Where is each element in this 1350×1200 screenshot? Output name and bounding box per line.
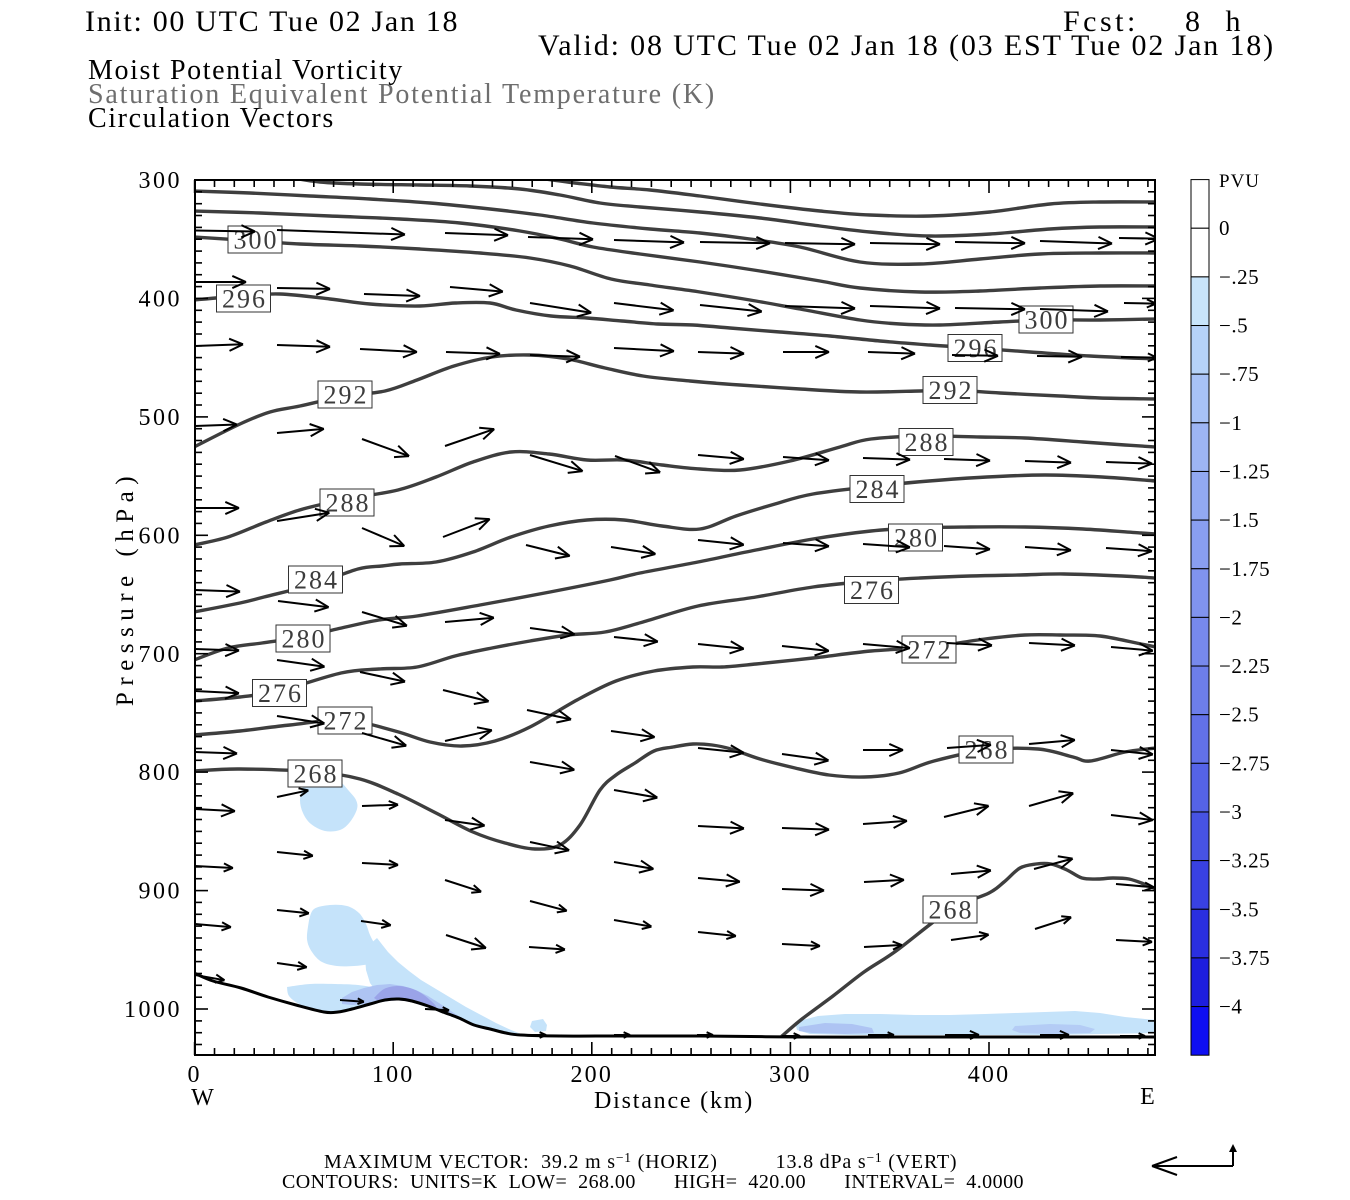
svg-text:276: 276 xyxy=(850,576,895,605)
svg-text:292: 292 xyxy=(929,376,974,405)
svg-text:288: 288 xyxy=(326,489,371,518)
svg-text:−3.25: −3.25 xyxy=(1219,849,1270,873)
svg-text:PVU: PVU xyxy=(1219,171,1260,192)
svg-text:8 h: 8 h xyxy=(1185,5,1244,38)
svg-text:−2: −2 xyxy=(1219,605,1242,629)
svg-text:−3.5: −3.5 xyxy=(1219,897,1259,921)
svg-text:280: 280 xyxy=(282,625,327,654)
svg-text:−.75: −.75 xyxy=(1219,362,1259,386)
svg-text:E: E xyxy=(1140,1084,1156,1110)
svg-text:−3.75: −3.75 xyxy=(1219,946,1270,970)
svg-text:284: 284 xyxy=(294,566,339,595)
svg-text:268: 268 xyxy=(929,896,974,925)
svg-text:900: 900 xyxy=(139,879,183,905)
svg-text:−1: −1 xyxy=(1219,411,1242,435)
svg-text:Circulation Vectors: Circulation Vectors xyxy=(88,103,335,134)
svg-text:400: 400 xyxy=(139,286,183,312)
svg-text:600: 600 xyxy=(139,523,183,549)
svg-text:300: 300 xyxy=(139,168,183,194)
svg-text:W: W xyxy=(191,1085,215,1111)
svg-text:−.25: −.25 xyxy=(1219,265,1259,289)
svg-text:CONTOURS: UNITS=K LOW= 268.: CONTOURS: UNITS=K LOW= 268.00 HIGH= 420.… xyxy=(282,1171,1024,1193)
svg-text:−2.25: −2.25 xyxy=(1219,654,1270,678)
svg-text:−1.25: −1.25 xyxy=(1219,460,1270,484)
svg-text:Valid: 08 UTC Tue 02 Jan 18 (0: Valid: 08 UTC Tue 02 Jan 18 (03 EST Tue … xyxy=(538,29,1275,62)
svg-text:−3: −3 xyxy=(1219,800,1242,824)
svg-text:280: 280 xyxy=(894,524,939,553)
svg-text:100: 100 xyxy=(372,1062,415,1088)
svg-text:−.5: −.5 xyxy=(1219,314,1248,338)
svg-text:268: 268 xyxy=(965,736,1010,765)
svg-text:400: 400 xyxy=(968,1062,1011,1088)
svg-text:268: 268 xyxy=(294,760,339,789)
svg-text:0: 0 xyxy=(187,1062,201,1088)
svg-text:Saturation Equivalent Potentia: Saturation Equivalent Potential Temperat… xyxy=(88,79,716,110)
svg-text:272: 272 xyxy=(908,636,953,665)
svg-text:−4: −4 xyxy=(1219,995,1242,1019)
svg-text:1000: 1000 xyxy=(124,997,182,1023)
svg-text:300: 300 xyxy=(769,1062,812,1088)
svg-text:Fcst:: Fcst: xyxy=(1063,5,1139,38)
svg-text:Moist Potential Vorticity: Moist Potential Vorticity xyxy=(88,55,404,86)
svg-text:276: 276 xyxy=(258,679,303,708)
svg-text:296: 296 xyxy=(222,285,267,314)
svg-text:296: 296 xyxy=(954,334,999,363)
svg-text:288: 288 xyxy=(905,428,950,457)
svg-text:284: 284 xyxy=(856,475,901,504)
svg-text:−1.5: −1.5 xyxy=(1219,508,1259,532)
svg-text:272: 272 xyxy=(324,707,369,736)
svg-text:Init: 00 UTC Tue 02 Jan 18: Init: 00 UTC Tue 02 Jan 18 xyxy=(85,5,459,38)
svg-text:Pressure (hPa): Pressure (hPa) xyxy=(112,470,139,706)
svg-text:300: 300 xyxy=(234,226,279,255)
svg-text:800: 800 xyxy=(139,760,183,786)
svg-text:292: 292 xyxy=(324,381,369,410)
svg-text:−2.5: −2.5 xyxy=(1219,703,1259,727)
svg-text:Distance (km): Distance (km) xyxy=(594,1088,754,1114)
svg-text:0: 0 xyxy=(1219,216,1230,240)
svg-text:500: 500 xyxy=(139,405,183,431)
svg-text:MAXIMUM VECTOR: 39.2 m s−1 (H: MAXIMUM VECTOR: 39.2 m s−1 (HORIZ) 13.8 … xyxy=(324,1150,957,1173)
svg-text:−1.75: −1.75 xyxy=(1219,557,1270,581)
svg-text:−2.75: −2.75 xyxy=(1219,751,1270,775)
svg-text:200: 200 xyxy=(570,1062,613,1088)
svg-text:700: 700 xyxy=(139,642,183,668)
